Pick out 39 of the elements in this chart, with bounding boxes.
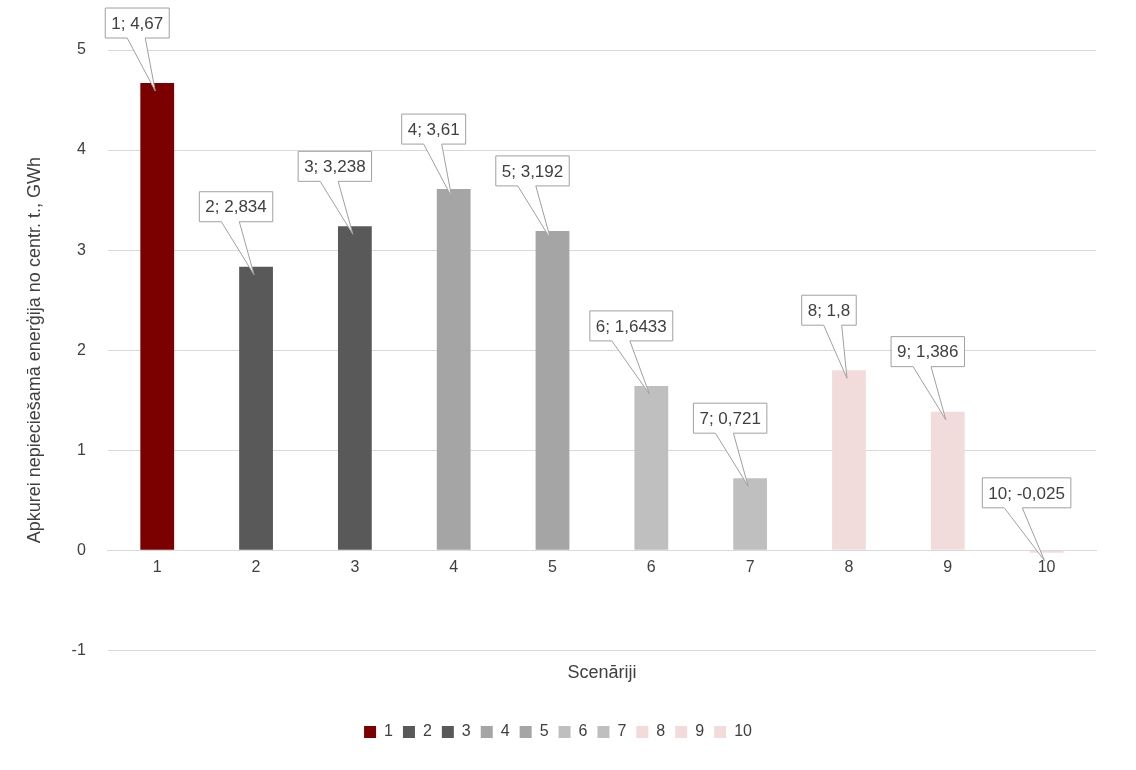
x-axis-title: Scenāriji [567,662,637,683]
x-tick-label: 9 [943,558,953,576]
data-label: 7; 0,721 [699,408,761,428]
legend-label: 5 [539,722,549,740]
y-tick-label: 3 [76,240,86,258]
y-tick-label: 2 [76,340,86,358]
data-label: 1; 4,67 [111,13,164,33]
y-tick-label: 0 [76,540,86,558]
legend-label: 9 [695,722,705,740]
data-label: 5; 3,192 [501,161,564,181]
x-tick-label: 5 [548,558,558,576]
legend-label: 7 [617,722,627,740]
legend-label: 4 [500,722,510,740]
data-label: 9; 1,386 [897,342,959,362]
y-axis-title: Apkurei nepieciešamā enerģija no centr. t., GWh [23,157,44,544]
x-tick-label: 6 [646,558,656,576]
x-tick-label: 2 [251,558,261,576]
y-tick-label: 4 [76,140,86,158]
y-tick-label: 5 [76,40,86,58]
data-label: 8; 1,8 [807,300,851,320]
x-tick-label: 8 [844,558,854,576]
x-tick-label: 1 [152,558,162,576]
x-tick-label: 3 [350,558,360,576]
legend-label: 3 [461,722,471,740]
legend-label: 8 [656,722,666,740]
data-label: 2; 2,834 [205,197,267,217]
y-tick-label: 1 [76,440,86,458]
legend-label: 10 [734,722,753,740]
data-label: 3; 3,238 [304,157,366,176]
data-label: 6; 1,6433 [595,316,667,336]
data-label: 4; 3,61 [407,119,460,139]
legend-label: 1 [384,722,394,740]
legend-label: 6 [578,722,588,740]
legend-label: 2 [422,722,432,740]
data-label: 10; -0,025 [988,483,1065,503]
x-tick-label: 10 [1037,558,1056,576]
y-tick-label: -1 [71,640,86,658]
x-tick-label: 7 [745,558,755,576]
x-tick-label: 4 [449,558,459,576]
